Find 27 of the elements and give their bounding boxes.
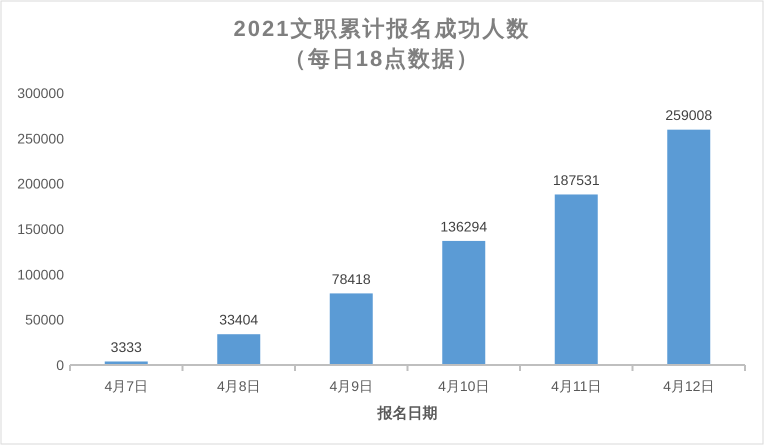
y-tick-label: 0 (56, 357, 64, 373)
x-axis-title: 报名日期 (376, 405, 438, 422)
bar (442, 240, 486, 366)
x-tick-label: 4月9日 (329, 378, 374, 394)
data-label: 259008 (665, 107, 712, 124)
y-tick-label: 200000 (17, 176, 64, 192)
data-label: 187531 (552, 172, 600, 188)
bar (554, 194, 598, 366)
data-label: 136294 (440, 218, 488, 234)
data-label: 3333 (110, 338, 142, 355)
chart-title: 2021文职累计报名成功人数 (234, 16, 530, 41)
y-tick-label: 300000 (17, 85, 64, 101)
y-tick-label: 150000 (17, 221, 64, 237)
x-tick-label: 4月8日 (216, 378, 261, 394)
bar (330, 293, 373, 366)
data-label: 78418 (332, 270, 371, 287)
bar (667, 130, 710, 366)
data-label: 33404 (219, 312, 258, 328)
y-tick-label: 250000 (17, 130, 64, 146)
bar (217, 334, 260, 366)
x-tick-label: 4月10日 (438, 378, 490, 394)
x-tick-label: 4月7日 (104, 378, 148, 394)
chart-subtitle: （每日18点数据） (284, 46, 480, 71)
x-tick-label: 4月12日 (663, 378, 714, 394)
y-tick-label: 50000 (25, 312, 64, 328)
x-tick-label: 4月11日 (551, 378, 602, 394)
y-tick-label: 100000 (17, 266, 64, 282)
